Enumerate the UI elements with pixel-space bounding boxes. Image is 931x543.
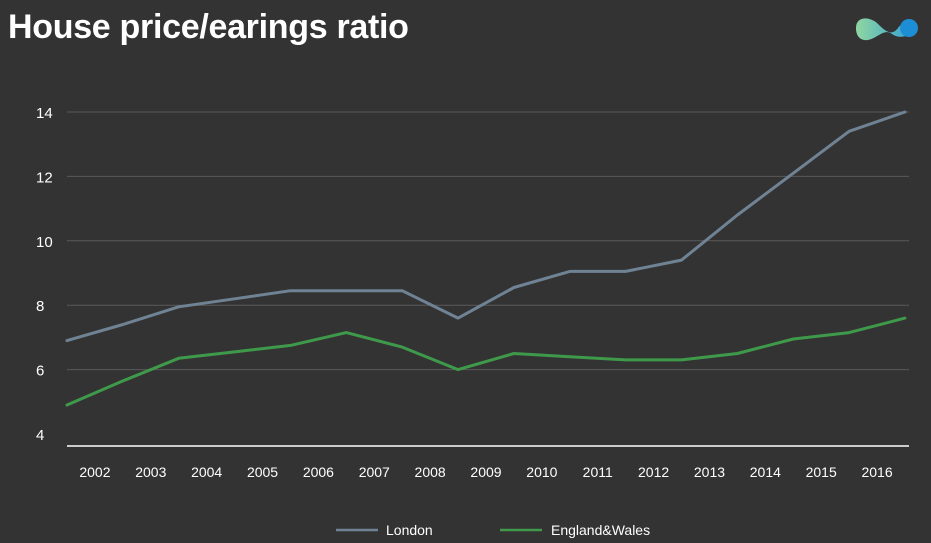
data-point — [625, 359, 627, 361]
data-point — [289, 344, 291, 346]
x-axis-ticks: 2002 2003 2004 2005 2006 2007 2008 2009 2010 2011… — [79, 464, 892, 480]
series-lines — [65, 110, 907, 407]
data-point — [345, 332, 347, 334]
y-axis-ticks: 4 6 8 10 12 14 — [36, 105, 53, 444]
page-title: House price/earings ratio — [8, 8, 409, 46]
x-tick-label: 2006 — [303, 464, 334, 480]
data-point — [736, 353, 738, 354]
y-tick-label: 6 — [36, 363, 44, 380]
x-tick-label: 2016 — [861, 464, 892, 480]
data-point — [904, 317, 906, 319]
data-point — [289, 290, 291, 292]
x-tick-label: 2005 — [247, 464, 278, 480]
data-point — [569, 356, 571, 358]
data-point — [792, 338, 794, 340]
series-line-london — [65, 110, 907, 343]
legend-label: London — [386, 522, 433, 538]
x-tick-label: 2007 — [359, 464, 390, 480]
x-tick-label: 2003 — [135, 464, 166, 480]
data-point — [848, 130, 850, 132]
x-tick-label: 2008 — [415, 464, 446, 480]
data-point — [122, 380, 124, 382]
data-point — [122, 324, 124, 326]
x-tick-label: 2014 — [750, 464, 781, 480]
x-tick-label: 2002 — [79, 464, 110, 480]
x-tick-label: 2009 — [470, 464, 501, 480]
data-point — [234, 298, 236, 300]
legend-label: England&Wales — [551, 522, 650, 538]
y-tick-label: 12 — [36, 169, 53, 186]
data-point — [848, 332, 850, 334]
y-tick-label: 8 — [36, 298, 44, 315]
x-tick-label: 2013 — [694, 464, 725, 480]
x-tick-label: 2015 — [806, 464, 837, 480]
data-point — [569, 270, 571, 272]
data-point — [681, 259, 683, 261]
x-tick-label: 2012 — [638, 464, 669, 480]
data-point — [792, 172, 794, 174]
data-point — [736, 214, 738, 216]
data-point — [513, 286, 515, 288]
x-tick-label: 2010 — [526, 464, 557, 480]
legend: London England&Wales — [336, 522, 650, 538]
data-point — [178, 306, 180, 308]
y-tick-label: 10 — [36, 234, 53, 251]
data-point — [513, 353, 515, 354]
logo-icon — [856, 18, 918, 41]
data-point — [345, 290, 347, 292]
data-point — [457, 369, 459, 371]
data-point — [66, 404, 68, 406]
series-line-england-wales — [65, 316, 907, 407]
data-point — [625, 270, 627, 272]
data-point — [178, 357, 180, 359]
data-point — [457, 317, 459, 319]
y-tick-label: 4 — [36, 427, 44, 444]
y-tick-label: 14 — [36, 105, 53, 122]
x-tick-label: 2004 — [191, 464, 222, 480]
x-tick-label: 2011 — [583, 464, 613, 480]
data-point — [401, 290, 403, 292]
data-point — [66, 340, 68, 342]
data-point — [681, 359, 683, 361]
data-point — [234, 351, 236, 353]
grid-lines — [67, 111, 909, 371]
data-point — [401, 346, 403, 348]
data-point — [904, 111, 906, 113]
